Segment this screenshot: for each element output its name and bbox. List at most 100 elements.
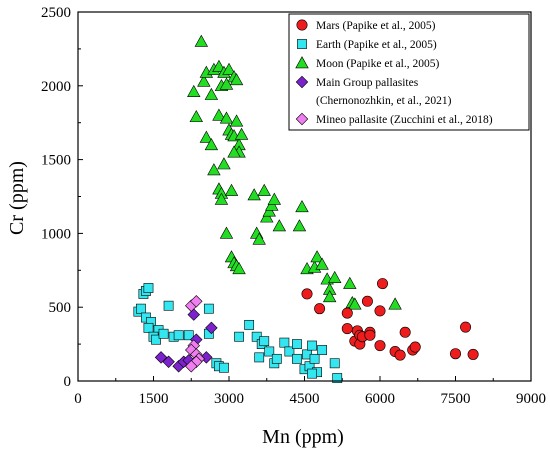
triangle-point	[204, 87, 219, 100]
triangle-point	[260, 210, 274, 223]
legend-box	[288, 13, 530, 131]
axes: 0 1500 3000 4500 6000 7500 9000 0 500 1000 1500 200…	[41, 5, 546, 407]
x-axis-title: Mn (ppm)	[262, 426, 344, 448]
triangle-point	[212, 108, 226, 121]
y-tick-label: 1500	[41, 153, 71, 169]
y-tick-label: 1000	[41, 226, 71, 242]
triangle-point	[219, 226, 234, 239]
circle-point	[301, 288, 313, 300]
diamond-point	[190, 355, 203, 369]
diamond-point	[154, 351, 168, 364]
square-point	[271, 353, 282, 364]
square-point	[284, 346, 295, 357]
circle-point	[377, 278, 389, 290]
triangle-point	[343, 276, 357, 289]
triangle-point	[265, 198, 279, 211]
square-point	[143, 322, 154, 333]
triangle-point	[214, 192, 229, 205]
legend-circle-icon	[296, 19, 308, 31]
triangle-point	[217, 157, 231, 170]
circle-point	[374, 340, 386, 352]
triangle-point	[229, 114, 244, 127]
legend-label: Mars (Papike et al., 2005)	[316, 20, 436, 32]
legend-label: Mineo pallasite (Zucchini et al., 2018)	[316, 114, 493, 126]
x-tick-label: 9000	[516, 391, 546, 407]
triangle-point	[247, 188, 261, 201]
y-axis-title: Cr (ppm)	[6, 161, 28, 235]
triangle-point	[232, 262, 246, 275]
circle-point	[394, 349, 406, 361]
legend-label: Moon (Papike et al., 2005)	[316, 58, 439, 70]
y-tick-label: 2500	[41, 5, 71, 21]
y-tick-label: 0	[64, 374, 72, 390]
square-point	[279, 337, 290, 348]
triangle-point	[219, 77, 234, 90]
square-point	[264, 346, 275, 357]
triangle-point	[219, 111, 234, 124]
triangle-point	[207, 163, 221, 176]
legend-square-icon	[297, 39, 307, 49]
square-point	[173, 330, 184, 341]
square-point	[309, 353, 320, 364]
x-tick-label: 1500	[139, 391, 169, 407]
diamond-point	[185, 360, 198, 373]
diamond-point	[187, 308, 200, 321]
triangle-point	[322, 290, 337, 303]
diamond-point	[205, 321, 218, 335]
triangle-point	[348, 297, 362, 310]
x-tick-label: 6000	[365, 391, 395, 407]
triangle-point	[267, 192, 282, 205]
triangle-point	[229, 73, 244, 86]
circle-point	[314, 303, 326, 315]
triangle-point	[194, 34, 209, 47]
series-0	[301, 278, 479, 361]
diamond-point	[200, 351, 213, 364]
legend-label: Main Group pallasites	[316, 77, 419, 89]
triangle-point	[310, 250, 324, 263]
square-point	[259, 336, 270, 347]
diamond-point	[190, 295, 203, 308]
triangle-point	[388, 297, 402, 310]
triangle-point	[197, 74, 211, 87]
x-tick-label: 4500	[290, 391, 320, 407]
circle-point	[341, 307, 353, 319]
legend-diamond-icon	[295, 112, 309, 126]
legend-label: Earth (Papike et al., 2005)	[316, 39, 437, 51]
square-point	[143, 283, 154, 293]
triangle-point	[222, 62, 236, 75]
triangle-point	[252, 232, 266, 245]
square-point	[292, 353, 302, 364]
diamond-point	[162, 355, 175, 369]
triangle-point	[234, 127, 249, 140]
legend-diamond-icon	[295, 75, 309, 89]
square-point	[234, 331, 244, 342]
x-tick-label: 0	[74, 391, 82, 407]
circle-point	[374, 305, 386, 317]
circle-point	[409, 341, 421, 353]
square-point	[307, 368, 317, 379]
series-1	[133, 283, 343, 383]
series-3	[154, 308, 218, 373]
triangle-point	[227, 145, 241, 158]
triangle-point	[327, 270, 342, 283]
series-4	[185, 295, 206, 373]
x-tick-label: 3000	[214, 391, 244, 407]
square-point	[244, 320, 255, 330]
triangle-point	[292, 219, 307, 232]
square-point	[254, 352, 265, 363]
legend-triangle-icon	[295, 56, 309, 69]
y-tick-label: 500	[49, 300, 72, 316]
square-point	[163, 300, 174, 311]
square-point	[219, 362, 229, 373]
series-2	[187, 34, 402, 310]
square-point	[329, 358, 340, 369]
x-tick-label: 7500	[441, 391, 471, 407]
triangle-point	[262, 204, 276, 217]
square-point	[136, 303, 146, 314]
triangle-point	[224, 183, 239, 196]
circle-point	[449, 348, 461, 360]
triangle-point	[199, 130, 214, 143]
circle-point	[467, 348, 479, 360]
triangle-point	[212, 59, 226, 72]
circle-point	[361, 295, 373, 307]
